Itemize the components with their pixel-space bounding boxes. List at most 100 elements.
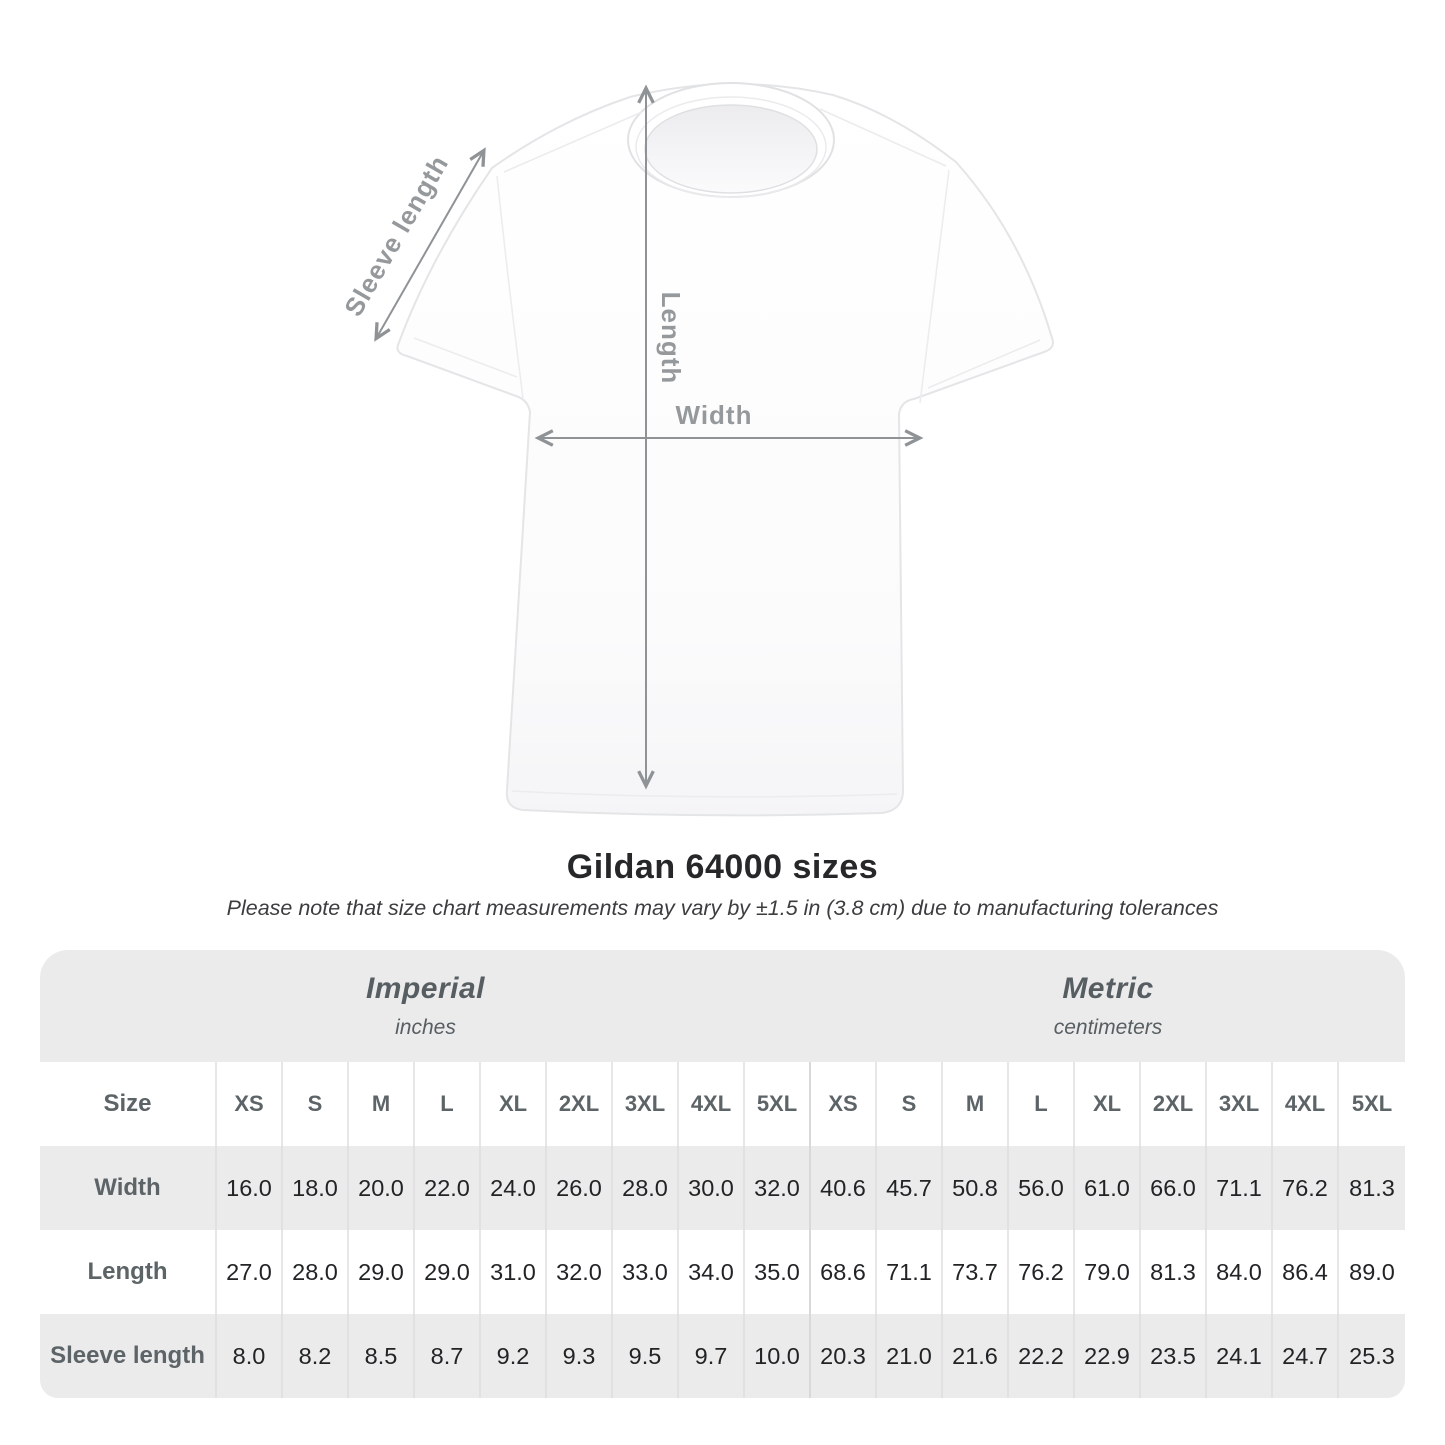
imperial-value: 8.2 [283, 1314, 349, 1398]
right-cuff-stitch [927, 339, 1041, 389]
metric-value: 71.1 [1207, 1146, 1273, 1230]
imperial-value: 31.0 [481, 1230, 547, 1314]
measurement-arrows [377, 90, 918, 784]
sleeve-length-arrow [377, 152, 483, 337]
imperial-size-header-2xl: 2XL [547, 1062, 613, 1146]
imperial-size-header-l: L [415, 1062, 481, 1146]
imperial-value: 28.0 [283, 1230, 349, 1314]
left-cuff-stitch [413, 337, 518, 378]
measurement-row-label: Sleeve length [40, 1314, 217, 1398]
imperial-value: 8.0 [217, 1314, 283, 1398]
imperial-value: 27.0 [217, 1230, 283, 1314]
imperial-value: 8.5 [349, 1314, 415, 1398]
imperial-value: 34.0 [679, 1230, 745, 1314]
imperial-value: 8.7 [415, 1314, 481, 1398]
tshirt-image: Length Width Sleeve length [338, 82, 1054, 817]
imperial-size-header-5xl: 5XL [745, 1062, 811, 1146]
metric-size-header-xs: XS [811, 1062, 877, 1146]
metric-size-header-4xl: 4XL [1273, 1062, 1339, 1146]
measurement-row-label: Length [40, 1230, 217, 1314]
tolerance-note: Please note that size chart measurements… [226, 896, 1219, 920]
metric-value: 25.3 [1349, 1342, 1395, 1369]
imperial-value: 28.0 [613, 1146, 679, 1230]
imperial-value: 24.0 [481, 1146, 547, 1230]
left-sleeve-seam [496, 175, 524, 399]
metric-size-header-5xl: 5XL [1351, 1091, 1393, 1116]
left-shoulder-seam [503, 111, 643, 173]
size-chart-table: Imperial inches Metric centimeters Size X… [40, 950, 1405, 1398]
imperial-value: 9.7 [679, 1314, 745, 1398]
metric-value: 22.9 [1075, 1314, 1141, 1398]
imperial-value: 16.0 [217, 1146, 283, 1230]
imperial-size-header-4xl: 4XL [679, 1062, 745, 1146]
right-shoulder-seam [819, 108, 947, 167]
metric-value: 79.0 [1075, 1230, 1141, 1314]
imperial-value: 33.0 [613, 1230, 679, 1314]
metric-value: 24.1 [1207, 1314, 1273, 1398]
imperial-group-unit: inches [395, 1016, 456, 1039]
imperial-value: 9.3 [547, 1314, 613, 1398]
metric-size-header-m: M [943, 1062, 1009, 1146]
imperial-value: 32.0 [745, 1146, 811, 1230]
metric-value: 68.6 [811, 1230, 877, 1314]
metric-size-header-3xl: 3XL [1207, 1062, 1273, 1146]
metric-value: 76.2 [1273, 1146, 1339, 1230]
imperial-value: 10.0 [745, 1314, 811, 1398]
imperial-size-header-3xl: 3XL [613, 1062, 679, 1146]
measurement-row-label: Width [40, 1146, 217, 1230]
tshirt-silhouette [396, 82, 1054, 817]
right-sleeve-seam [919, 169, 950, 404]
imperial-group-title: Imperial [365, 972, 486, 1005]
metric-value: 21.0 [877, 1314, 943, 1398]
measurement-row-width: Width 16.0 18.0 20.0 22.0 24.0 26.0 28.0 30.0 32.… [40, 1146, 1405, 1230]
metric-value: 20.3 [811, 1314, 877, 1398]
metric-size-header-l: L [1009, 1062, 1075, 1146]
metric-value: 56.0 [1009, 1146, 1075, 1230]
imperial-value: 9.2 [481, 1314, 547, 1398]
measurement-row-length: Length 27.0 28.0 29.0 29.0 31.0 32.0 33.0 34.0 35… [40, 1230, 1405, 1314]
tshirt-measurement-diagram: Length Width Sleeve length [338, 82, 1054, 817]
metric-value: 22.2 [1009, 1314, 1075, 1398]
imperial-value: 18.0 [283, 1146, 349, 1230]
metric-value: 40.6 [811, 1146, 877, 1230]
metric-value: 89.0 [1349, 1258, 1395, 1285]
measurement-row-sleeve-length: Sleeve length 8.0 8.2 8.5 8.7 9.2 9.3 9.5 9.7 10.… [40, 1314, 1405, 1398]
size-column-label: Size [40, 1062, 217, 1146]
metric-value: 50.8 [943, 1146, 1009, 1230]
imperial-size-header-s: S [283, 1062, 349, 1146]
metric-value: 71.1 [877, 1230, 943, 1314]
imperial-value: 35.0 [745, 1230, 811, 1314]
imperial-value: 26.0 [547, 1146, 613, 1230]
collar-inner [644, 104, 818, 194]
imperial-size-header-xs: XS [217, 1062, 283, 1146]
metric-value: 21.6 [943, 1314, 1009, 1398]
measurement-rows: Width 16.0 18.0 20.0 22.0 24.0 26.0 28.0 30.0 32.… [40, 1146, 1405, 1398]
metric-value: 86.4 [1273, 1230, 1339, 1314]
unit-group-row: Imperial inches Metric centimeters [40, 950, 1405, 1062]
width-label: Width [676, 400, 753, 430]
imperial-group-header: Imperial inches [40, 950, 811, 1062]
hem-stitch [511, 790, 898, 798]
metric-value: 66.0 [1141, 1146, 1207, 1230]
imperial-size-header-xl: XL [481, 1062, 547, 1146]
metric-value: 61.0 [1075, 1146, 1141, 1230]
metric-size-header-2xl: 2XL [1141, 1062, 1207, 1146]
metric-value: 45.7 [877, 1146, 943, 1230]
metric-group-unit: centimeters [1053, 1016, 1163, 1039]
metric-value: 84.0 [1207, 1230, 1273, 1314]
metric-value: 73.7 [943, 1230, 1009, 1314]
imperial-value: 22.0 [415, 1146, 481, 1230]
metric-group-title: Metric [1062, 972, 1154, 1005]
metric-value: 23.5 [1141, 1314, 1207, 1398]
size-header-row: Size XS S M L XL 2XL 3XL 4XL 5XL XS S M L XL 2XL 3XL 4XL 5… [40, 1062, 1405, 1146]
length-label: Length [656, 292, 686, 385]
imperial-value: 29.0 [349, 1230, 415, 1314]
metric-size-header-s: S [877, 1062, 943, 1146]
metric-value: 81.3 [1349, 1174, 1395, 1201]
metric-value: 24.7 [1273, 1314, 1339, 1398]
imperial-size-header-m: M [349, 1062, 415, 1146]
imperial-value: 20.0 [349, 1146, 415, 1230]
imperial-value: 30.0 [679, 1146, 745, 1230]
metric-value: 81.3 [1141, 1230, 1207, 1314]
imperial-value: 29.0 [415, 1230, 481, 1314]
